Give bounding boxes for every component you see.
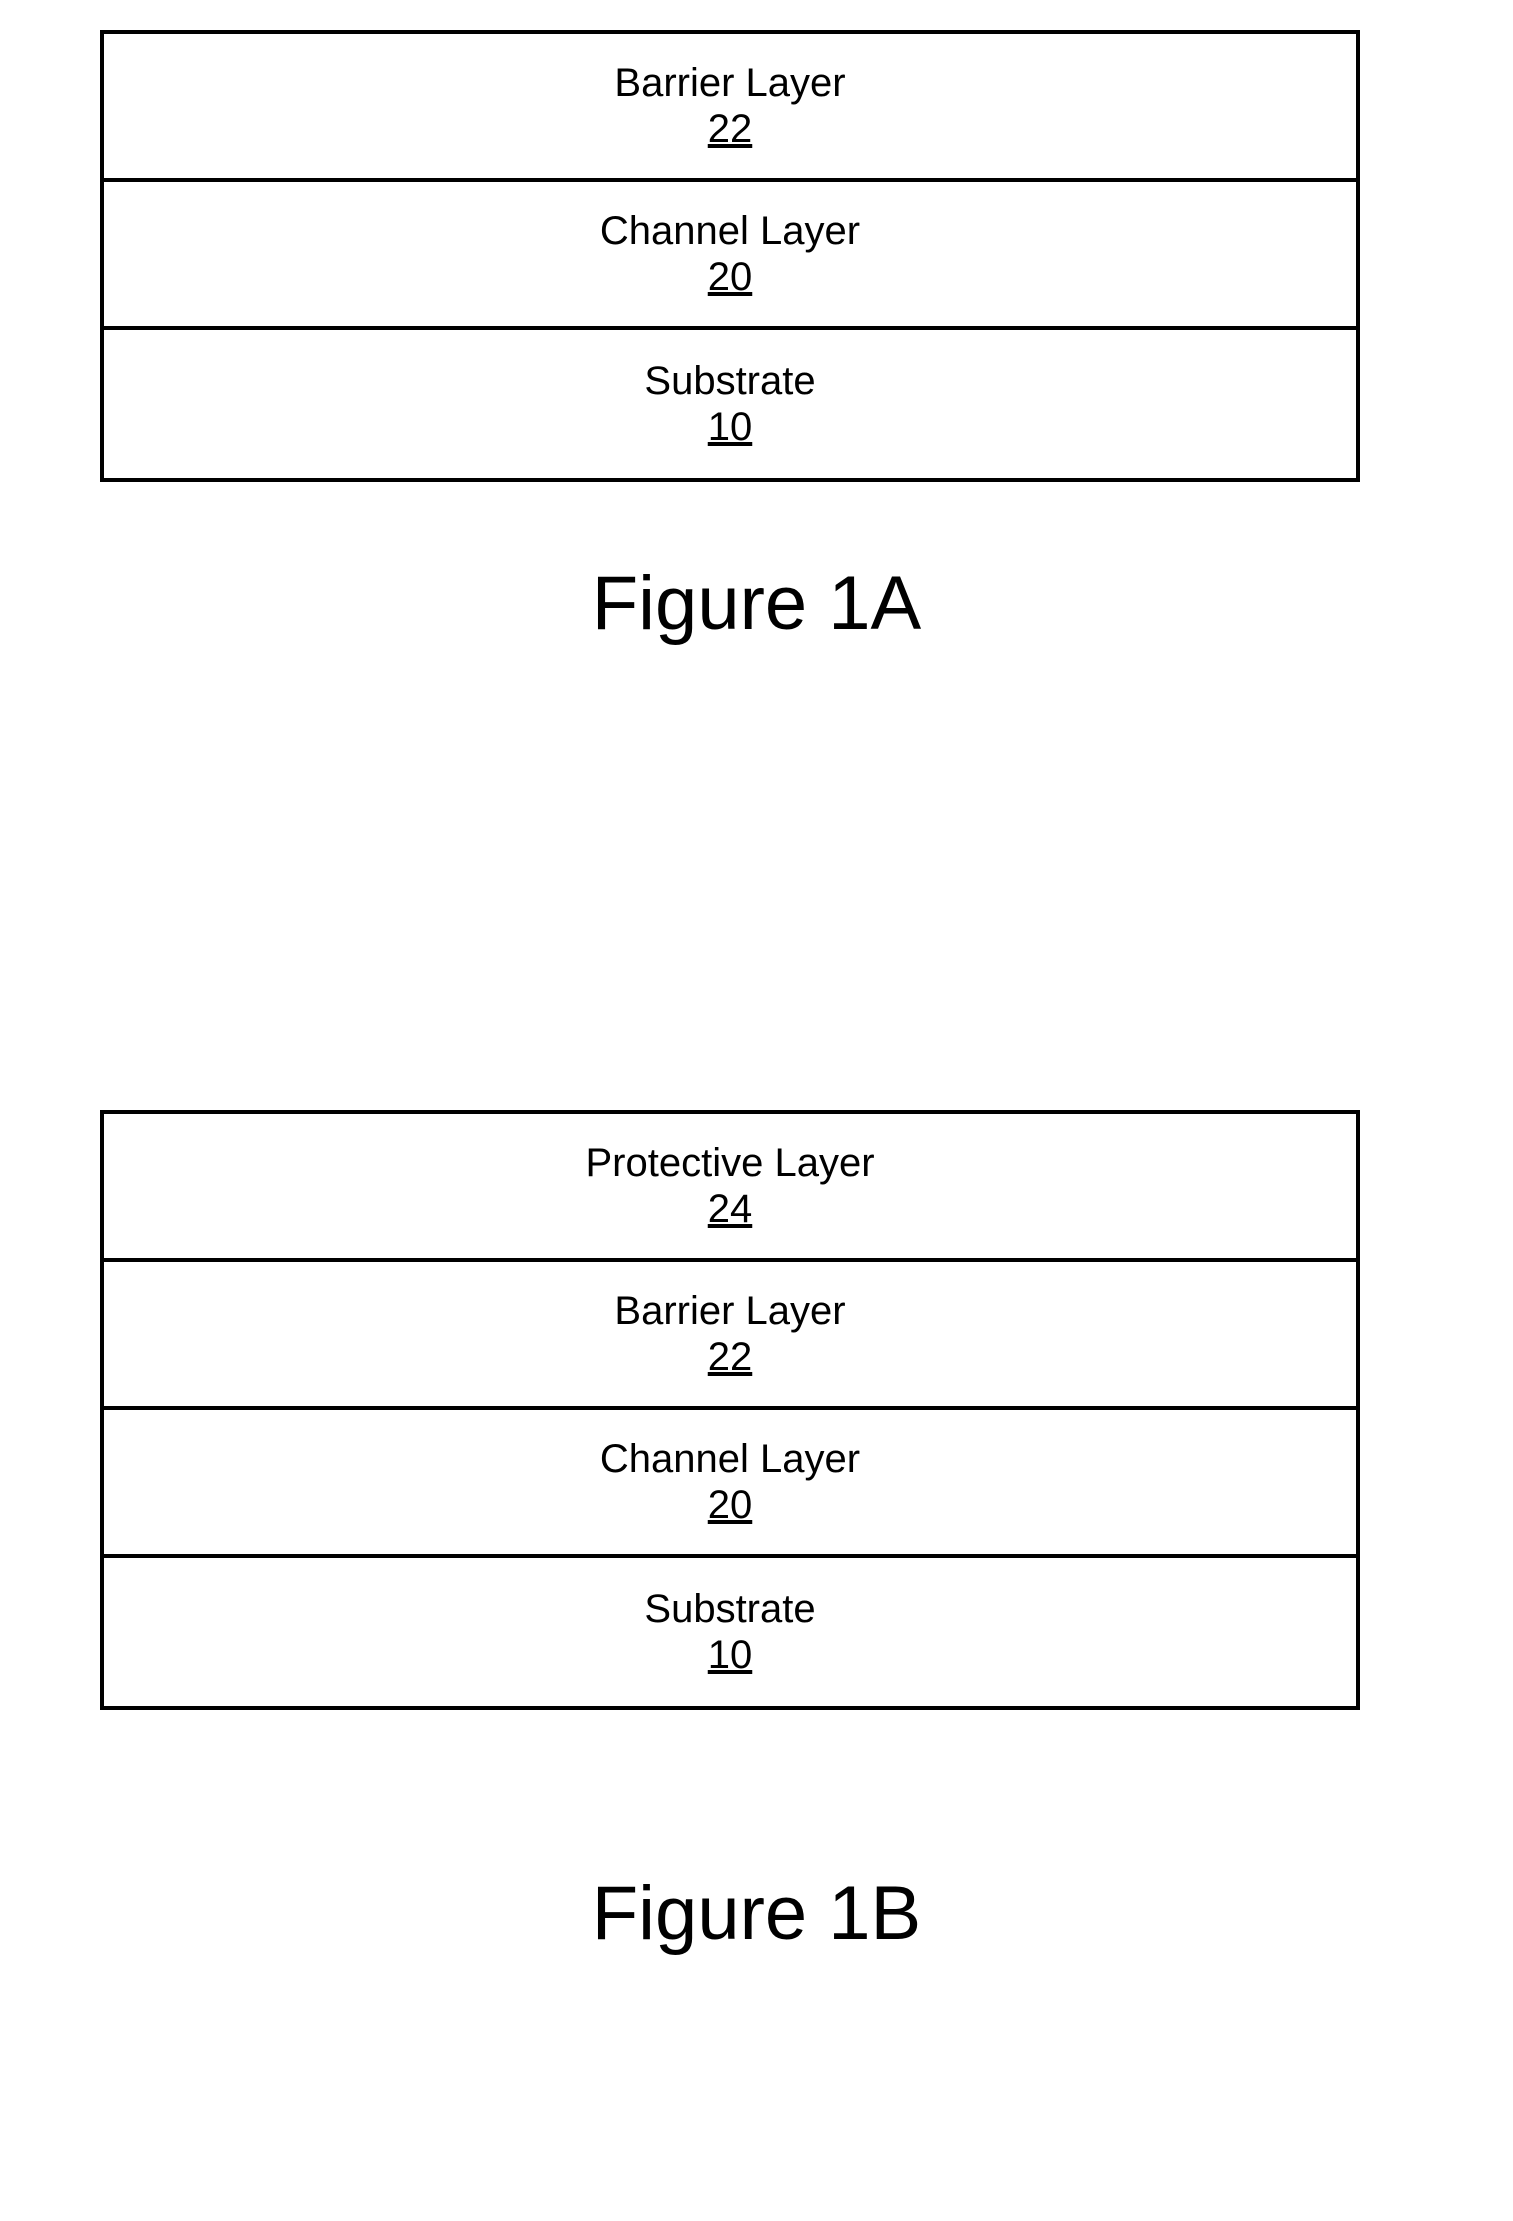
layer-ref: 22: [708, 1335, 753, 1379]
figureB-layer-3: Substrate10: [104, 1558, 1356, 1706]
page: Barrier Layer22Channel Layer20Substrate1…: [0, 0, 1513, 2221]
figureA-layer-0: Barrier Layer22: [104, 34, 1356, 182]
figureB-layer-1: Barrier Layer22: [104, 1262, 1356, 1410]
figureB-layer-2: Channel Layer20: [104, 1410, 1356, 1558]
layer-label: Barrier Layer: [614, 61, 845, 105]
layer-label: Channel Layer: [600, 1437, 860, 1481]
layer-ref: 20: [708, 1483, 753, 1527]
layer-label: Substrate: [644, 1587, 815, 1631]
figureA-layer-1: Channel Layer20: [104, 182, 1356, 330]
figure-1a-stack: Barrier Layer22Channel Layer20Substrate1…: [100, 30, 1360, 482]
layer-label: Barrier Layer: [614, 1289, 845, 1333]
layer-ref: 20: [708, 255, 753, 299]
layer-label: Substrate: [644, 359, 815, 403]
layer-ref: 10: [708, 1633, 753, 1677]
layer-ref: 10: [708, 405, 753, 449]
figure-1b-stack: Protective Layer24Barrier Layer22Channel…: [100, 1110, 1360, 1710]
figureB-layer-0: Protective Layer24: [104, 1114, 1356, 1262]
figure-1b-caption: Figure 1B: [0, 1870, 1513, 1957]
layer-label: Channel Layer: [600, 209, 860, 253]
layer-label: Protective Layer: [585, 1141, 874, 1185]
layer-ref: 24: [708, 1187, 753, 1231]
figure-1a-caption: Figure 1A: [0, 560, 1513, 647]
figureA-layer-2: Substrate10: [104, 330, 1356, 478]
layer-ref: 22: [708, 107, 753, 151]
